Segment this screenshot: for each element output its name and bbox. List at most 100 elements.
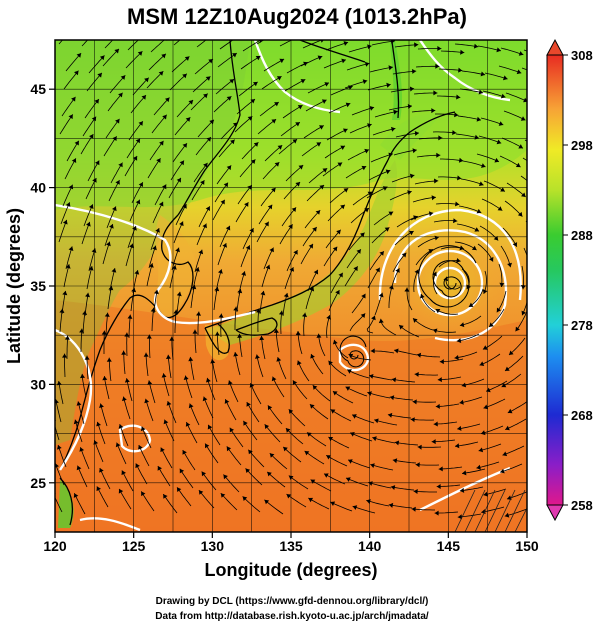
streamline-arrowhead: [259, 335, 265, 341]
streamline-arrowhead: [62, 353, 67, 358]
streamline-arrowhead: [86, 221, 91, 227]
streamline-arrowhead: [498, 121, 504, 126]
streamline-arrowhead: [324, 473, 329, 478]
streamline-arrowhead: [326, 315, 331, 320]
streamline-arrowhead: [364, 208, 369, 213]
streamline-arrowhead: [374, 418, 379, 424]
streamline-arrowhead: [163, 419, 169, 425]
streamline-arrowhead: [269, 247, 274, 253]
streamline-arrowhead: [537, 167, 542, 172]
streamline-arrowhead: [71, 96, 76, 102]
streamline-arrowhead: [352, 414, 357, 419]
streamline-arrowhead: [401, 252, 407, 258]
streamline-arrowhead: [243, 420, 248, 426]
streamline-arrowhead: [324, 82, 329, 87]
streamline-arrowhead: [378, 318, 384, 324]
streamline-arrowhead: [273, 32, 278, 36]
streamline-arrowhead: [297, 360, 302, 366]
y-tick-label: 35: [30, 278, 46, 294]
streamline-arrowhead: [343, 41, 349, 46]
colorbar-tick-label: 258: [571, 498, 593, 513]
streamline-arrowhead: [309, 286, 315, 292]
streamline-arrowhead: [218, 313, 224, 318]
streamline-arrowhead: [182, 73, 187, 79]
streamline-arrowhead: [431, 439, 436, 445]
streamline-arrowhead: [79, 328, 85, 333]
streamline-arrowhead: [502, 451, 508, 457]
streamline-arrowhead: [226, 446, 232, 452]
streamline-arrowhead: [175, 247, 180, 253]
streamline-arrowhead: [232, 122, 238, 127]
streamline-arrowhead: [433, 421, 438, 427]
streamline-arrowhead: [161, 53, 166, 59]
streamline-arrowhead: [348, 353, 354, 359]
streamline-arrowhead: [226, 96, 232, 101]
streamline-arrowhead: [419, 293, 425, 299]
streamline-arrowhead: [74, 70, 79, 76]
streamline-arrowhead: [237, 288, 243, 294]
streamline-arrowhead: [414, 269, 419, 275]
colorbar-gradient: [546, 54, 564, 506]
streamline-arrowhead: [138, 121, 143, 126]
streamline-arrowhead: [191, 284, 197, 290]
streamline-arrowhead: [456, 94, 461, 100]
x-axis-ticks: 120 125 130 135 140 145 150: [43, 532, 539, 554]
streamline-arrowhead: [150, 307, 156, 312]
x-tick-label: 135: [279, 538, 303, 554]
streamline-arrowhead: [520, 116, 526, 121]
streamline-arrowhead: [496, 307, 502, 313]
streamline-arrowhead: [214, 331, 220, 336]
streamline-arrowhead: [361, 293, 366, 299]
streamline: [173, 40, 181, 46]
streamline-arrowhead: [232, 53, 237, 58]
colorbar-tick-label: 278: [571, 318, 593, 333]
streamline-arrowhead: [412, 148, 417, 154]
streamline-arrowhead: [410, 417, 415, 423]
streamline-arrowhead: [274, 162, 280, 167]
streamline-arrowhead: [188, 100, 194, 105]
streamline-arrowhead: [264, 424, 270, 429]
streamline-arrowhead: [267, 204, 273, 210]
streamline-arrowhead: [321, 99, 327, 104]
streamline-arrowhead: [509, 350, 514, 355]
streamline-arrowhead: [483, 404, 489, 410]
streamline-arrowhead: [122, 396, 127, 402]
streamline-arrowhead: [137, 51, 143, 56]
streamline-arrowhead: [76, 53, 82, 58]
streamline-arrowhead: [273, 328, 279, 333]
colorbar-tick-label: 268: [571, 408, 593, 423]
streamline-arrowhead: [115, 442, 121, 448]
streamline-arrowhead: [414, 372, 419, 377]
streamline-arrowhead: [456, 258, 461, 263]
streamline: [525, 220, 527, 223]
streamline-arrowhead: [224, 399, 230, 404]
streamline-arrowhead: [457, 514, 462, 520]
y-tick-label: 40: [30, 180, 46, 196]
streamline-arrowhead: [412, 399, 417, 405]
streamline-arrowhead: [118, 162, 123, 168]
streamline-arrowhead: [473, 43, 479, 49]
streamline-arrowhead: [205, 206, 210, 211]
streamline-arrowhead: [458, 67, 463, 73]
y-tick-label: 30: [30, 376, 46, 392]
streamline-arrowhead: [394, 440, 400, 446]
streamline-arrowhead: [102, 376, 108, 381]
streamline-arrowhead: [55, 399, 59, 404]
streamline-arrowhead: [459, 322, 465, 328]
streamline-arrowhead: [332, 339, 338, 345]
streamline-arrowhead: [367, 44, 372, 50]
streamline-arrowhead: [499, 282, 505, 287]
streamline-arrowhead: [459, 399, 464, 405]
streamline-arrowhead: [379, 251, 384, 256]
streamline-arrowhead: [62, 219, 68, 225]
streamline-arrowhead: [225, 225, 231, 231]
streamline-arrowhead: [478, 447, 484, 453]
streamline-arrowhead: [428, 211, 434, 217]
streamline-arrowhead: [437, 46, 442, 51]
streamline-arrowhead: [104, 312, 110, 317]
streamline-arrowhead: [295, 122, 300, 127]
streamline-arrowhead: [74, 140, 79, 146]
streamline: [526, 113, 527, 114]
streamline-arrowhead: [304, 451, 310, 456]
